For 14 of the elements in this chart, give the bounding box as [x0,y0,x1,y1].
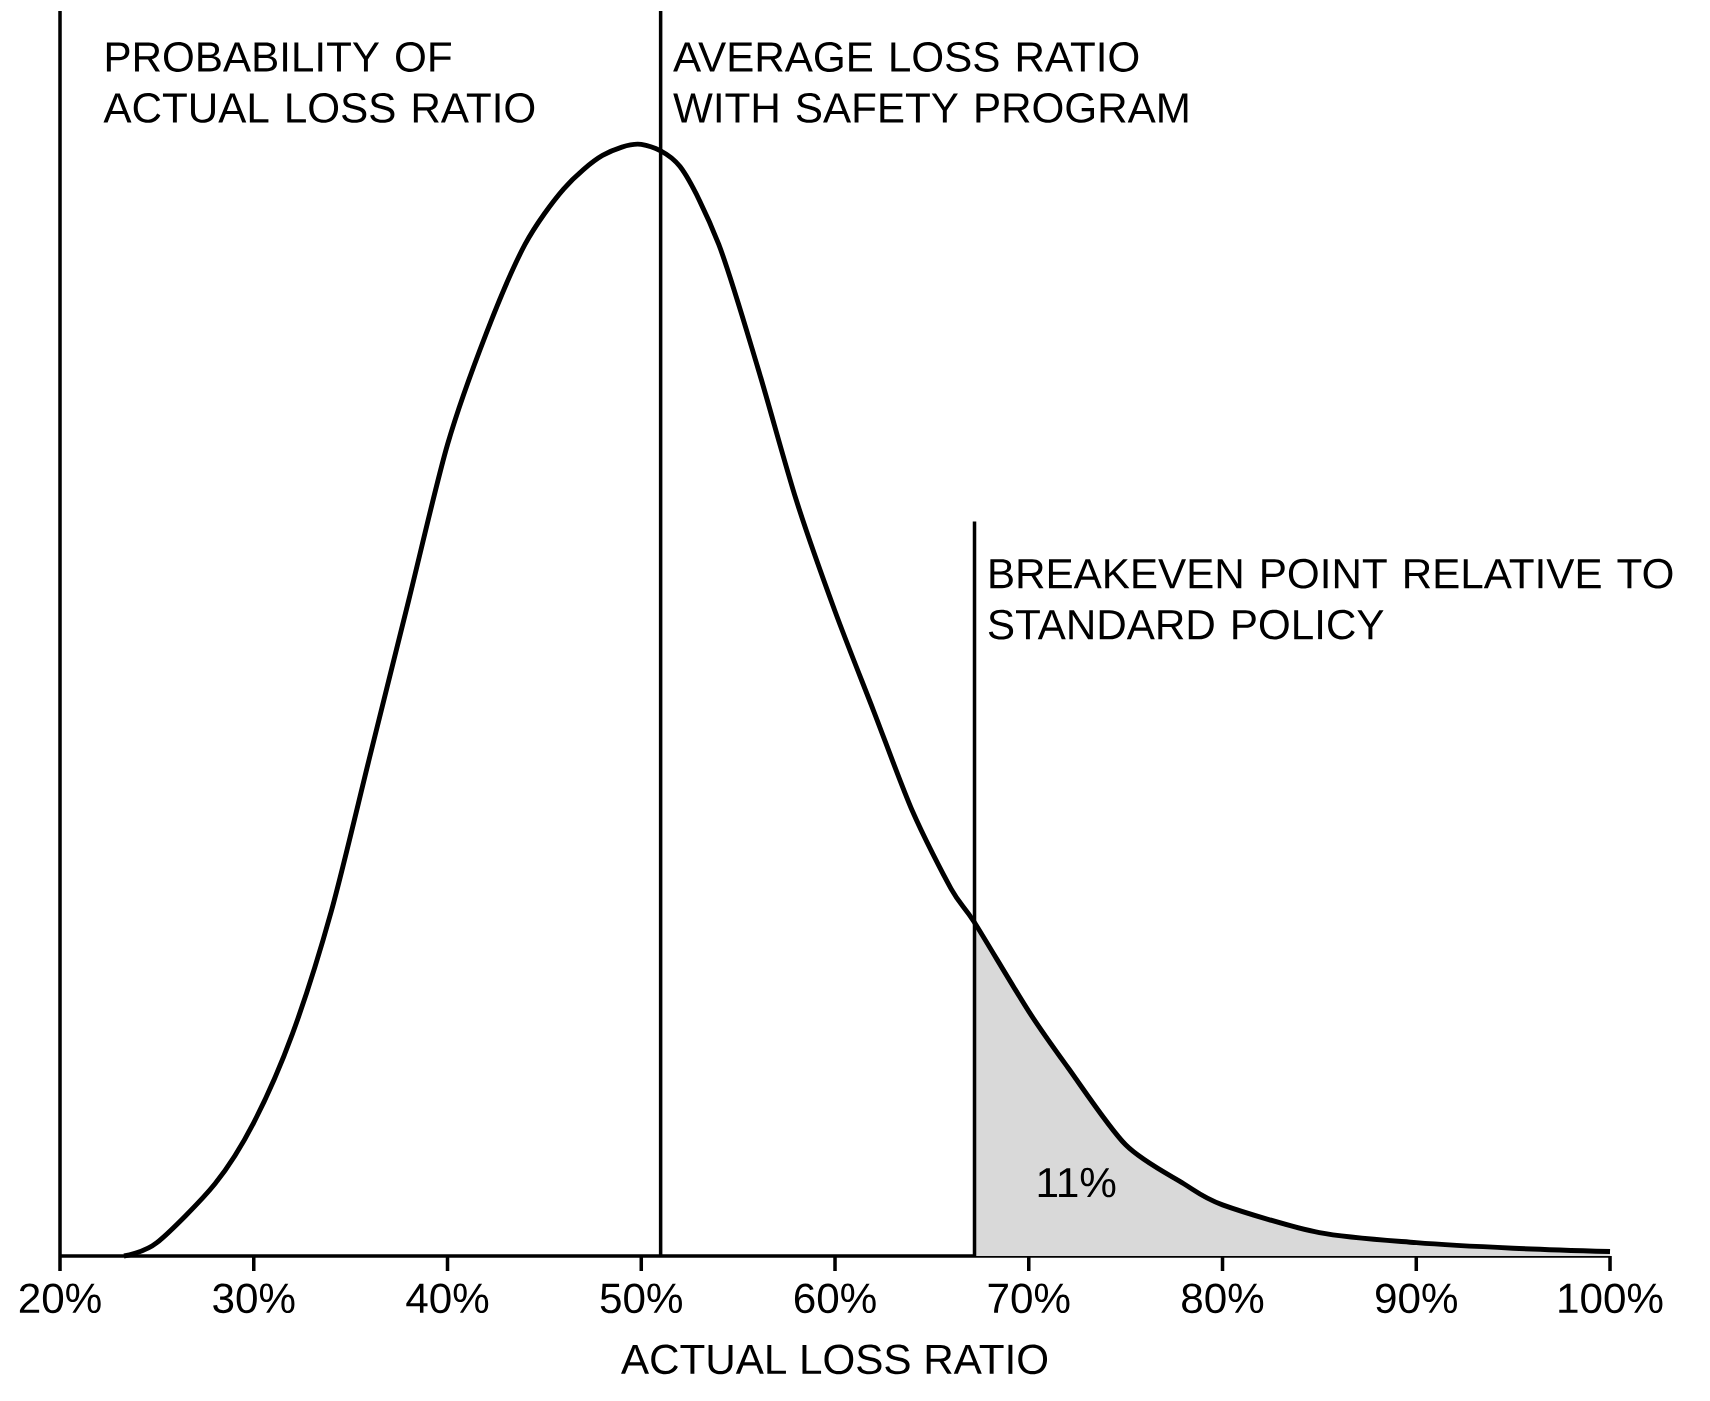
x-tick-label: 40% [406,1283,489,1314]
x-tick-label: 80% [1182,1283,1264,1314]
y-axis-title: PROBABILITY OF ACTUAL LOSS RATIO [103,42,535,123]
x-tick-label: 90% [1376,1283,1457,1314]
ref-line-label: BREAKEVEN POINT RELATIVE TO STANDARD POLICY [988,558,1673,640]
x-tick-label: 70% [988,1283,1070,1314]
annotation: 11% [1038,1167,1116,1198]
x-tick-label: 60% [794,1283,876,1314]
x-tick-label: 20% [19,1283,101,1314]
x-tick-label: 50% [600,1283,682,1314]
x-tick-label: 100% [1559,1283,1663,1314]
x-tick-label: 30% [213,1283,295,1314]
ref-line-label: AVERAGE LOSS RATIO WITH SAFETY PROGRAM [673,42,1188,123]
x-axis-title: ACTUAL LOSS RATIO [621,1344,1048,1375]
